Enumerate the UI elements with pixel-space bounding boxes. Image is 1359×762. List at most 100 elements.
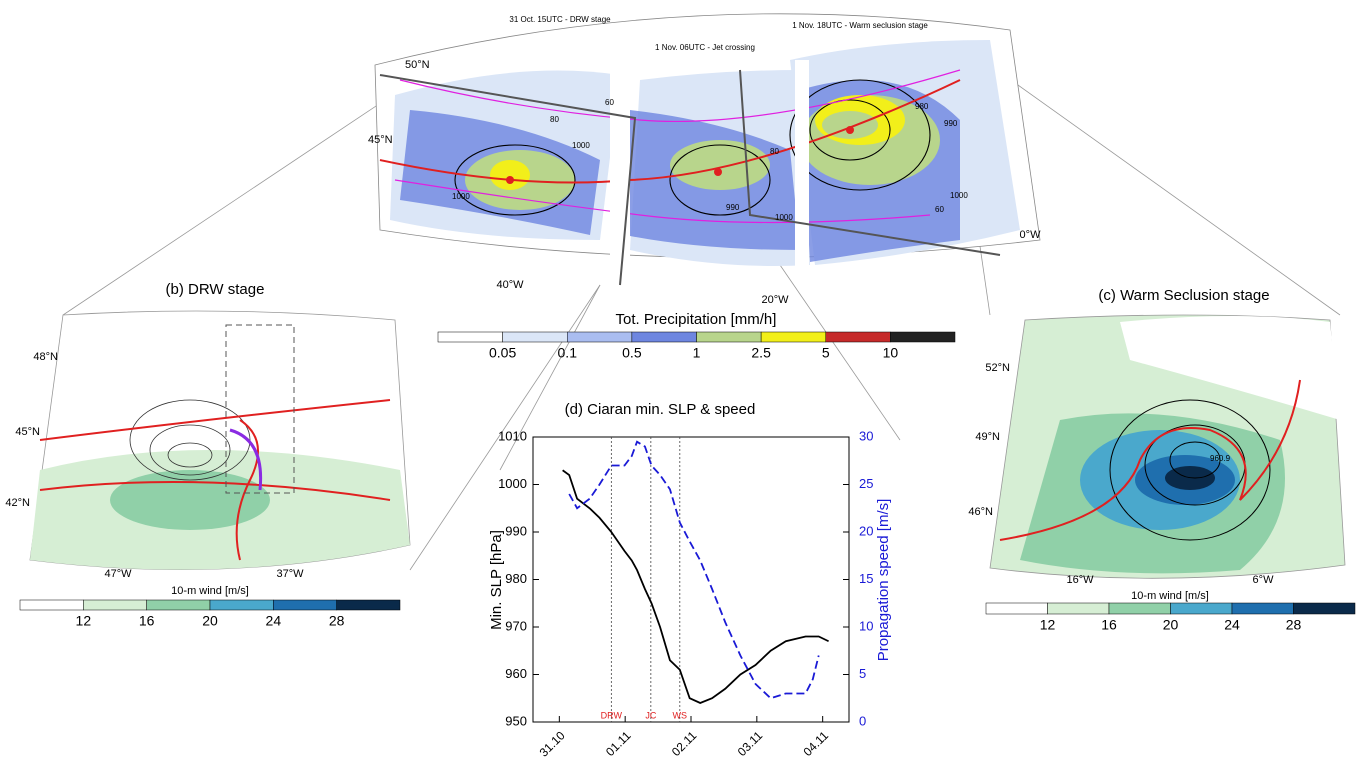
contour-label: 1000 <box>572 141 590 150</box>
contour-label: 990 <box>944 119 958 128</box>
lon-label: 0°W <box>1020 229 1042 241</box>
map-b: (b) DRW stage 48°N 45°N 42°N 47°W 37°W 1… <box>5 281 410 629</box>
contour-label: 80 <box>550 115 559 124</box>
colorbar-swatch <box>438 332 503 342</box>
colorbar-label: 2.5 <box>751 345 771 361</box>
contour-label: 990 <box>726 203 740 212</box>
y2-tick-label: 30 <box>859 428 873 443</box>
series-line <box>569 442 819 699</box>
y-tick-label: 960 <box>505 666 527 681</box>
contour-label: 1000 <box>950 191 968 200</box>
colorbar: 12 16 20 24 28 <box>20 600 400 629</box>
colorbar-label: 0.1 <box>558 345 578 361</box>
colorbar-label: 12 <box>76 613 92 629</box>
colorbar-label: 1 <box>693 345 701 361</box>
colorbar-swatch <box>147 600 210 610</box>
y-tick-label: 1010 <box>498 428 527 443</box>
colorbar-label: 20 <box>1163 617 1179 633</box>
y2-axis-label: Propagation speed [m/s] <box>875 499 892 662</box>
colorbar-label: 0.05 <box>489 345 516 361</box>
y-tick-label: 950 <box>505 713 527 728</box>
colorbar-swatch <box>1171 603 1233 614</box>
colorbar-swatch <box>761 332 826 342</box>
colorbar-label: 16 <box>139 613 155 629</box>
colorbar: 12 16 20 24 28 <box>986 603 1355 633</box>
lat-label: 49°N <box>975 431 1000 443</box>
x-tick-label: 03.11 <box>735 728 766 759</box>
colorbar-label: 12 <box>1040 617 1056 633</box>
stage-label: 1 Nov. 06UTC - Jet crossing <box>655 43 755 52</box>
colorbar-swatch <box>1232 603 1294 614</box>
colorbar-swatch <box>697 332 762 342</box>
x-tick-label: 31.10 <box>537 728 568 759</box>
colorbar-label: 10 <box>883 345 899 361</box>
colorbar-label: 28 <box>329 613 345 629</box>
colorbar-title: 10-m wind [m/s] <box>171 585 249 597</box>
colorbar-swatch <box>567 332 632 342</box>
x-tick-label: 04.11 <box>801 728 832 759</box>
y2-tick-label: 15 <box>859 571 873 586</box>
stage-label: 31 Oct. 15UTC - DRW stage <box>509 15 611 24</box>
map-a: 31 Oct. 15UTC - DRW stage 1 Nov. 06UTC -… <box>368 14 1041 361</box>
lon-label: 20°W <box>761 294 789 306</box>
y2-tick-label: 0 <box>859 713 866 728</box>
lon-label: 40°W <box>496 279 524 291</box>
y-tick-label: 1000 <box>498 476 527 491</box>
contour-label: 980 <box>915 102 929 111</box>
lon-label: 37°W <box>276 568 304 580</box>
figure: 31 Oct. 15UTC - DRW stage 1 Nov. 06UTC -… <box>0 0 1359 762</box>
lat-label: 48°N <box>33 351 58 363</box>
event-label: WS <box>673 710 688 720</box>
y-axis-label: Min. SLP [hPa] <box>488 530 505 630</box>
event-label: DRW <box>601 710 623 720</box>
colorbar-swatch <box>632 332 697 342</box>
colorbar-label: 0.5 <box>622 345 642 361</box>
y2-tick-label: 10 <box>859 618 873 633</box>
chart-title: (d) Ciaran min. SLP & speed <box>565 401 756 418</box>
stage-label: 1 Nov. 18UTC - Warm seclusion stage <box>792 21 928 30</box>
contour-label: 60 <box>935 205 944 214</box>
lon-label: 47°W <box>104 568 132 580</box>
colorbar-swatch <box>1048 603 1110 614</box>
lat-label: 52°N <box>985 362 1010 374</box>
map-c: (c) Warm Seclusion stage 960.9 52°N 49°N… <box>968 287 1355 633</box>
lon-label: 6°W <box>1253 574 1275 586</box>
y-tick-label: 970 <box>505 618 527 633</box>
colorbar-swatch <box>1109 603 1171 614</box>
lat-label: 50°N <box>405 59 430 71</box>
lat-label: 46°N <box>968 506 993 518</box>
colorbar-swatch <box>20 600 83 610</box>
colorbar-title: 10-m wind [m/s] <box>1131 590 1209 602</box>
x-tick-label: 01.11 <box>603 728 634 759</box>
x-tick-label: 02.11 <box>669 728 700 759</box>
lat-label: 45°N <box>368 134 393 146</box>
colorbar-label: 16 <box>1101 617 1117 633</box>
low-label: 960.9 <box>1210 454 1231 463</box>
lat-label: 42°N <box>5 497 30 509</box>
y2-tick-label: 5 <box>859 666 866 681</box>
contour-label: 1000 <box>775 213 793 222</box>
chart: (d) Ciaran min. SLP & speed Min. SLP [hP… <box>488 401 892 760</box>
colorbar-label: 24 <box>266 613 282 629</box>
lon-label: 16°W <box>1066 574 1094 586</box>
y-tick-label: 990 <box>505 523 527 538</box>
colorbar-label: 28 <box>1286 617 1302 633</box>
colorbar-swatch <box>1294 603 1356 614</box>
y-tick-label: 980 <box>505 571 527 586</box>
series-line <box>563 470 829 703</box>
colorbar-title: Tot. Precipitation [mm/h] <box>616 311 777 328</box>
colorbar-swatch <box>503 332 568 342</box>
colorbar-swatch <box>890 332 955 342</box>
lat-label: 45°N <box>15 426 40 438</box>
colorbar-swatch <box>210 600 273 610</box>
colorbar-swatch <box>273 600 336 610</box>
plot-frame <box>533 437 849 722</box>
colorbar-swatch <box>337 600 400 610</box>
colorbar-label: 5 <box>822 345 830 361</box>
colorbar: 0.05 0.1 0.5 1 2.5 5 10 <box>438 332 955 361</box>
colorbar-label: 24 <box>1224 617 1240 633</box>
colorbar-label: 20 <box>202 613 218 629</box>
y2-tick-label: 25 <box>859 476 873 491</box>
panel-title: (b) DRW stage <box>166 281 265 298</box>
contour-label: 80 <box>770 147 779 156</box>
